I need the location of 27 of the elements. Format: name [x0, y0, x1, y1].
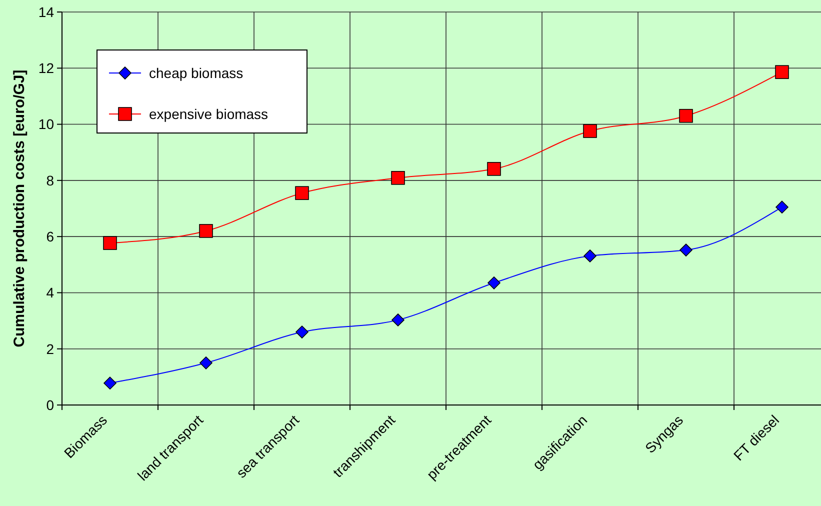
point — [680, 244, 692, 256]
point — [296, 326, 308, 338]
point — [104, 376, 116, 390]
point — [392, 314, 404, 326]
y-tick-label: 14 — [38, 4, 54, 20]
y-tick-label: 2 — [46, 340, 54, 357]
legend-label: expensive biomass — [149, 106, 268, 122]
legend-label: cheap biomass — [149, 64, 244, 81]
point — [679, 108, 693, 123]
point — [199, 224, 213, 238]
y-tick-label: 4 — [46, 284, 54, 301]
y-tick-label: 10 — [38, 116, 54, 132]
point — [776, 200, 788, 214]
y-axis-title: Cumulative production costs [euro/GJ] — [11, 70, 28, 348]
point — [775, 65, 789, 79]
point — [103, 236, 117, 250]
point — [584, 250, 596, 262]
y-tick-label: 12 — [38, 60, 54, 76]
point — [295, 186, 309, 200]
point — [200, 356, 212, 370]
y-tick-label: 0 — [46, 396, 54, 413]
y-tick-label: 8 — [46, 172, 54, 188]
point — [488, 276, 500, 290]
point — [487, 162, 501, 176]
point — [583, 124, 597, 138]
point — [391, 171, 405, 185]
y-tick-label: 6 — [46, 228, 54, 244]
